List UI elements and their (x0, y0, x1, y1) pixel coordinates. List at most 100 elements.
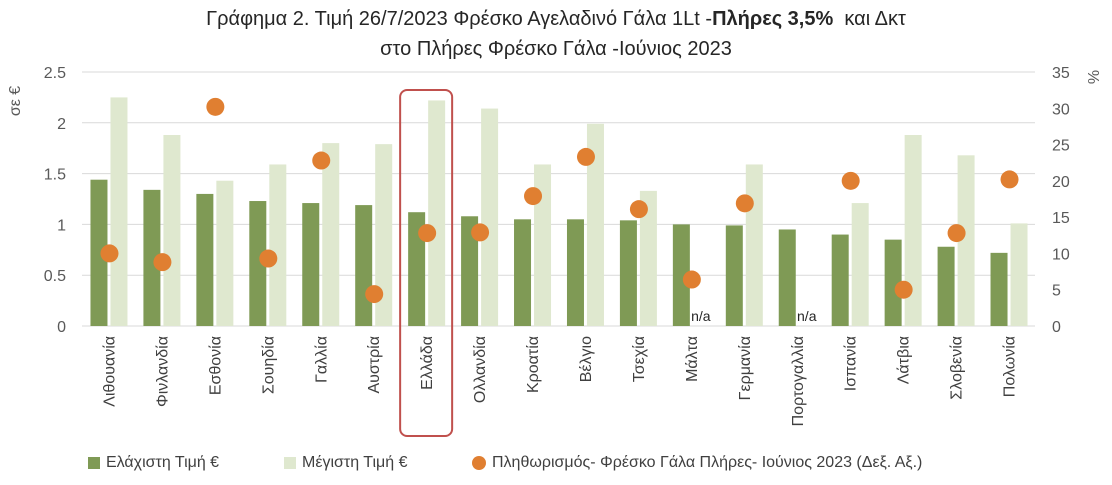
y-tick-label: 1 (57, 217, 66, 234)
bar-max-price (322, 143, 340, 326)
bar-max-price (957, 155, 975, 326)
y2-axis-label: % (1086, 70, 1103, 84)
y-tick-label: 0.5 (44, 268, 66, 285)
bar-min-price (725, 225, 743, 326)
inflation-point (576, 147, 595, 166)
legend-swatch-max-price (284, 457, 296, 469)
x-tick-label: Κροατία (525, 336, 542, 393)
y2-tick-label: 20 (1052, 174, 1070, 191)
bar-min-price (302, 203, 320, 326)
y2-tick-label: 10 (1052, 246, 1070, 263)
bar-max-price (428, 100, 446, 326)
y-tick-label: 2 (57, 116, 66, 133)
inflation-point (629, 200, 648, 219)
bar-min-price (990, 252, 1008, 326)
inflation-point (206, 97, 225, 116)
chart-title: Γράφημα 2. Τιμή 26/7/2023 Φρέσκο Αγελαδι… (0, 4, 1112, 64)
y-tick-label: 1.5 (44, 167, 66, 184)
y2-tick-label: 35 (1052, 65, 1070, 82)
bar-max-price (534, 164, 552, 326)
y-tick-label: 0 (57, 319, 66, 336)
chart-title-line-2: στο Πλήρες Φρέσκο Γάλα -Ιούνιος 2023 (380, 38, 732, 60)
bar-min-price (461, 216, 479, 326)
legend-label-inflation: Πληθωρισμός- Φρέσκο Γάλα Πλήρες- Ιούνιος… (492, 454, 923, 471)
y2-tick-label: 25 (1052, 138, 1070, 155)
bar-min-price (566, 219, 584, 326)
inflation-point (841, 171, 860, 190)
y2-tick-label: 0 (1052, 319, 1061, 336)
x-tick-label: Τσεχία (631, 336, 648, 382)
bar-max-price (586, 123, 604, 326)
y-axis-label: σε € (7, 86, 24, 116)
bar-max-price (851, 203, 869, 326)
y2-tick-label: 30 (1052, 101, 1070, 118)
bar-min-price (831, 234, 849, 326)
bar-min-price (249, 201, 267, 326)
inflation-point (682, 270, 701, 289)
bar-max-price (639, 190, 657, 326)
chart-title-line-1: Γράφημα 2. Τιμή 26/7/2023 Φρέσκο Αγελαδι… (0, 4, 1112, 34)
x-tick-label: Γαλλία (313, 336, 330, 383)
legend-label-min-price: Ελάχιστη Τιμή € (106, 454, 220, 471)
legend-swatch-min-price (88, 457, 100, 469)
chart-legend: Ελάχιστη Τιμή € Μέγιστη Τιμή € Πληθωρισμ… (88, 450, 1088, 480)
x-tick-label: Ισπανία (843, 336, 860, 391)
inflation-point (735, 194, 754, 213)
x-tick-label: Ελλάδα (419, 336, 436, 390)
bar-min-price (514, 219, 532, 326)
x-tick-label: Σουηδία (260, 336, 277, 394)
bar-max-price (375, 144, 393, 326)
bar-min-price (619, 220, 637, 326)
na-label: n/a (797, 308, 817, 324)
bar-max-price (1010, 223, 1028, 326)
x-tick-label: Ολλανδία (472, 336, 489, 403)
x-tick-label: Βέλγιο (578, 336, 595, 382)
bar-max-price (269, 164, 287, 326)
x-tick-label: Φινλανδία (154, 336, 171, 407)
bar-min-price (778, 229, 796, 326)
inflation-point (312, 151, 331, 170)
legend-label-max-price: Μέγιστη Τιμή € (302, 454, 408, 471)
bar-max-price (163, 134, 181, 326)
bar-min-price (90, 179, 108, 326)
inflation-point (524, 187, 543, 206)
inflation-point (947, 224, 966, 243)
legend-item-min-price: Ελάχιστη Τιμή € (88, 454, 219, 472)
chart-title-part-1: Γράφημα 2. Τιμή 26/7/2023 Φρέσκο Αγελαδι… (206, 8, 713, 30)
inflation-point (894, 280, 913, 299)
x-tick-label: Σλοβενία (949, 336, 966, 400)
bar-min-price (196, 193, 214, 326)
x-tick-label: Εσθονία (207, 336, 224, 395)
inflation-point (153, 253, 172, 272)
bar-min-price (355, 205, 373, 326)
x-tick-label: Γερμανία (737, 336, 754, 400)
inflation-point (100, 244, 119, 263)
x-tick-label: Αυστρία (366, 336, 383, 394)
inflation-point (471, 223, 490, 242)
legend-item-inflation: Πληθωρισμός- Φρέσκο Γάλα Πλήρες- Ιούνιος… (472, 454, 922, 472)
chart-title-part-3: και Δκτ (833, 8, 906, 30)
y2-tick-label: 5 (1052, 283, 1061, 300)
y-tick-label: 2.5 (44, 65, 66, 82)
y2-tick-label: 15 (1052, 210, 1070, 227)
legend-dot-inflation (472, 456, 486, 470)
x-tick-label: Λάτβια (896, 336, 913, 384)
bar-min-price (143, 189, 161, 326)
x-tick-label: Μάλτα (684, 336, 701, 382)
bar-min-price (937, 246, 955, 326)
inflation-point (1000, 170, 1019, 189)
inflation-point (418, 224, 437, 243)
bar-max-price (904, 134, 922, 326)
inflation-point (259, 249, 278, 268)
legend-item-max-price: Μέγιστη Τιμή € (284, 454, 407, 472)
bar-max-price (481, 108, 499, 327)
bar-max-price (216, 180, 234, 326)
x-tick-label: Λιθουανία (101, 336, 118, 407)
bar-max-price (110, 97, 128, 327)
bar-max-price (745, 164, 763, 326)
bar-min-price (884, 239, 902, 326)
bar-min-price (408, 212, 426, 326)
inflation-point (365, 285, 384, 304)
na-label: n/a (691, 308, 711, 324)
